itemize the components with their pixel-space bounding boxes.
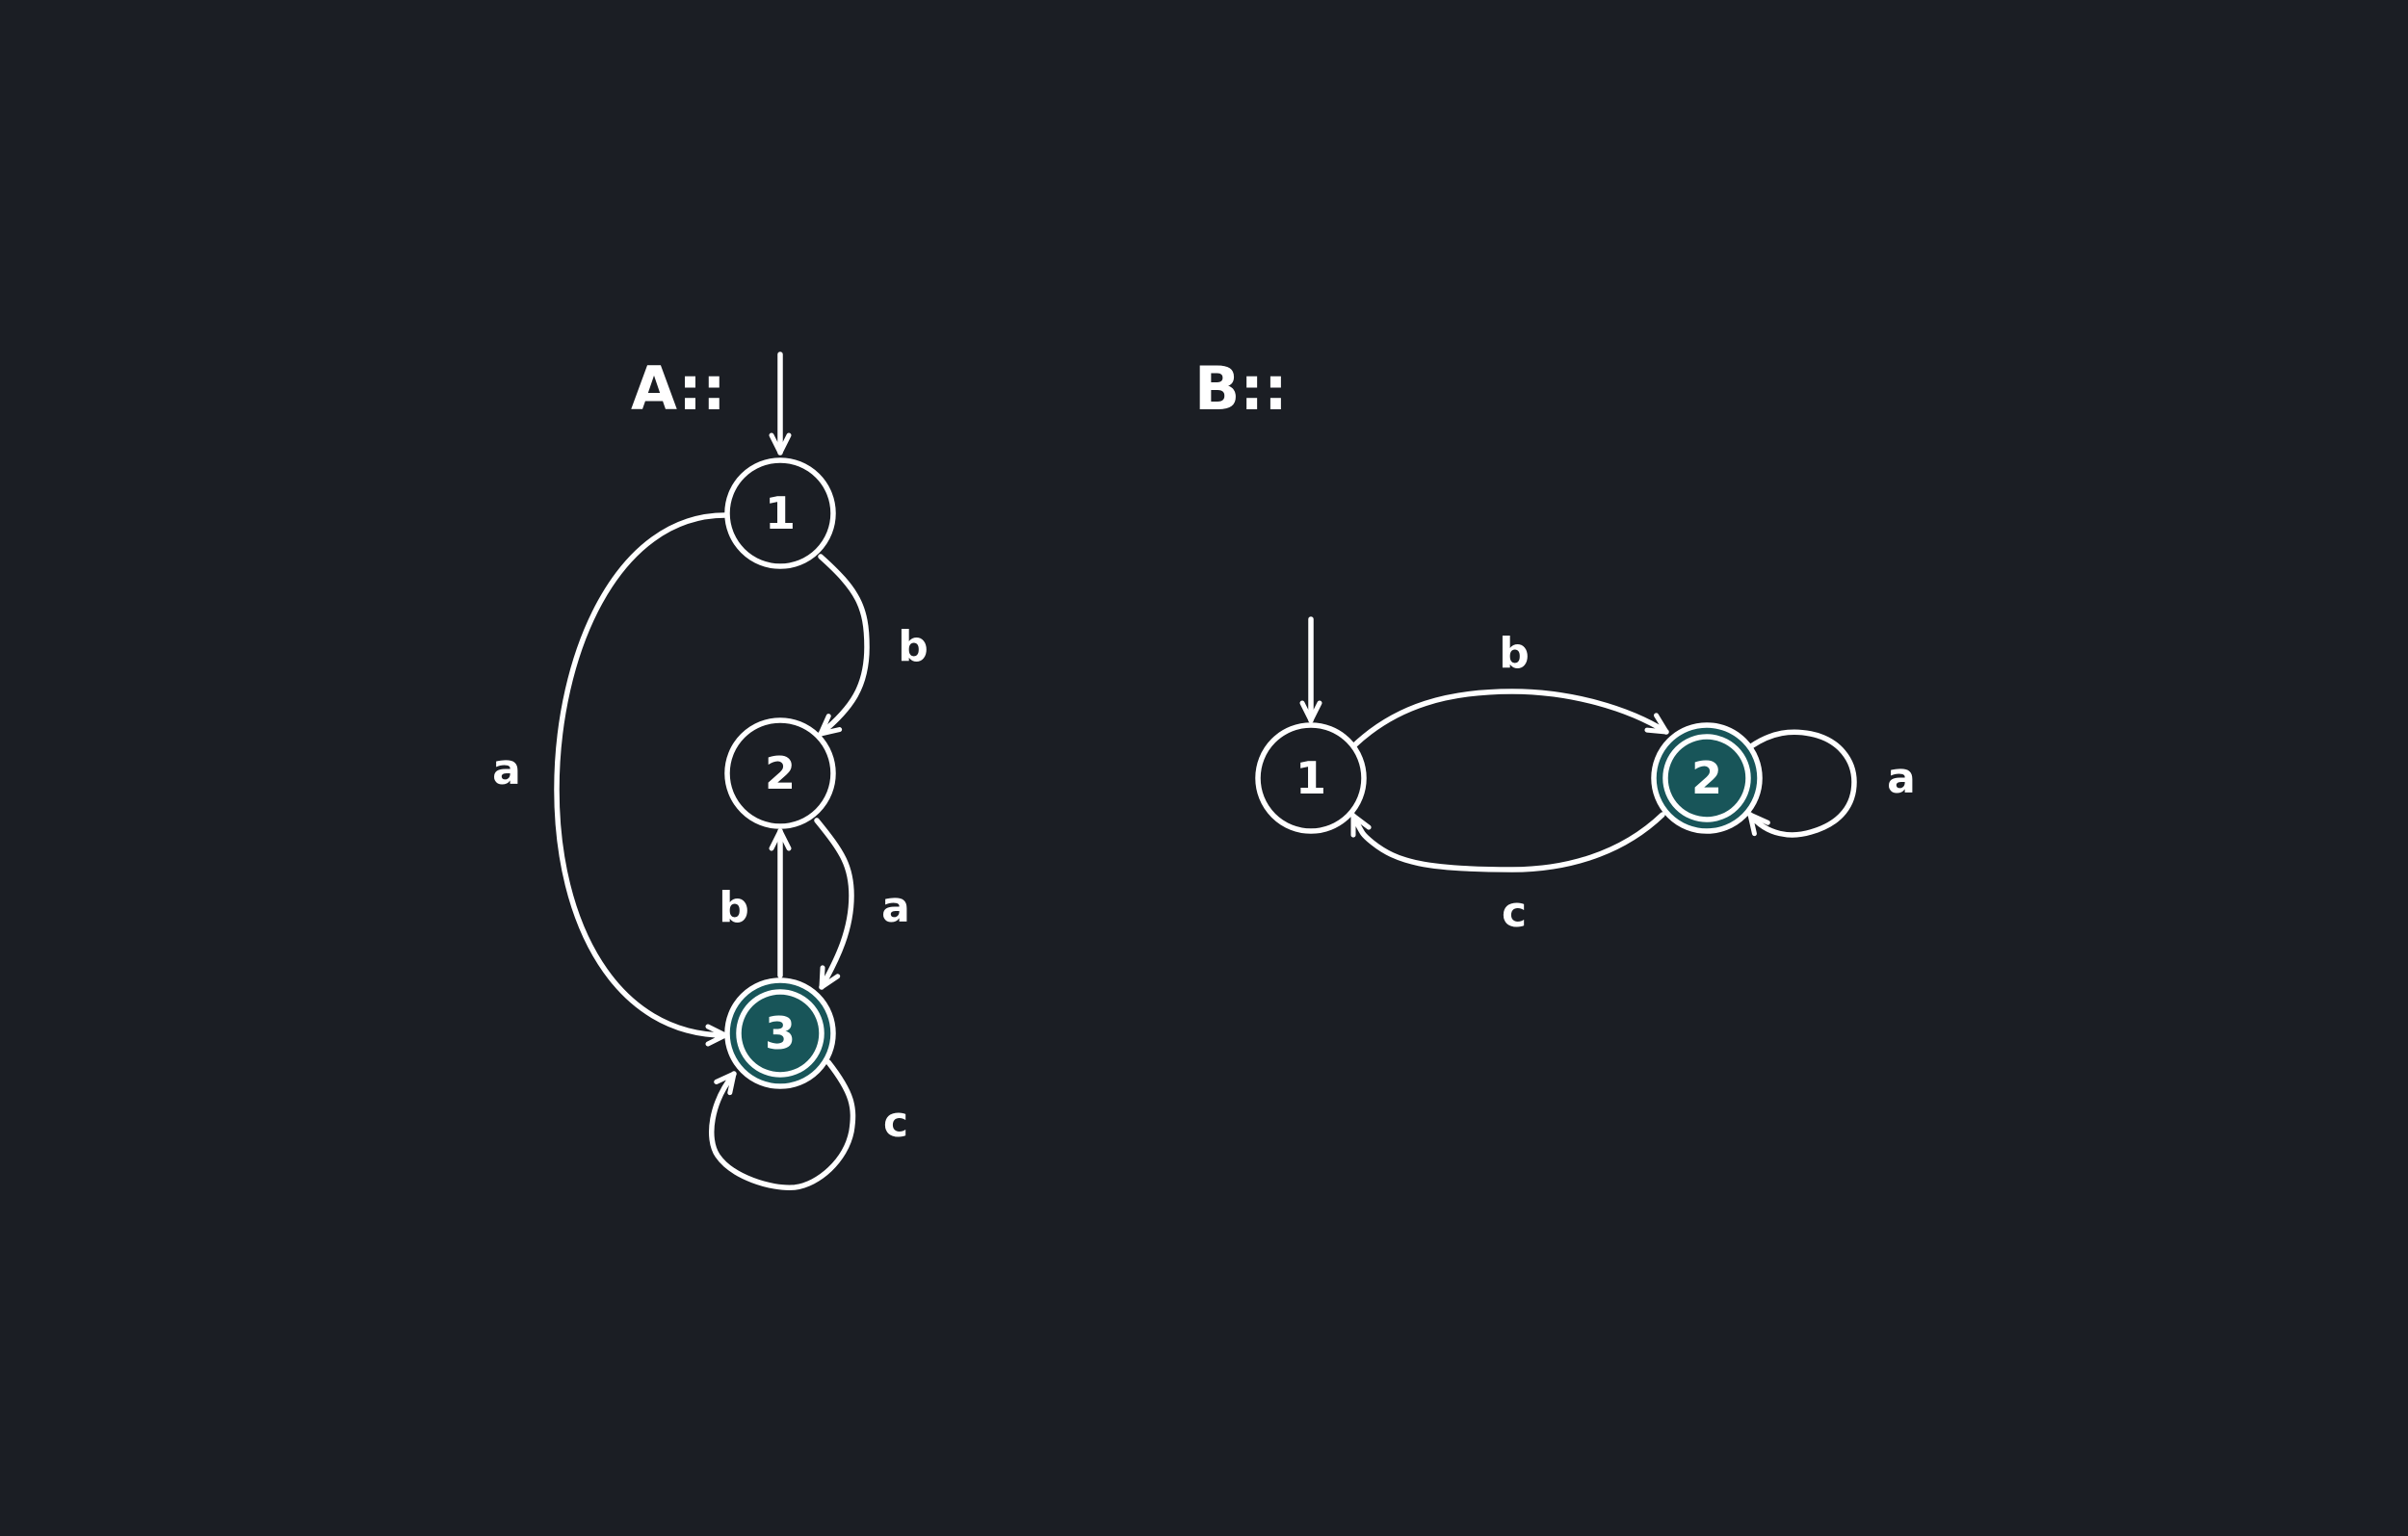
automaton-a-edge-2-3-label: a	[881, 883, 910, 932]
automaton-b: B:: b c a 1 2	[1194, 353, 1916, 937]
automaton-a-state-3-label: 3	[765, 1007, 796, 1059]
automaton-a: A:: a b a b c 1 2 3	[492, 351, 929, 1190]
automaton-a-state-1: 1	[724, 457, 836, 569]
automaton-a-state-2: 2	[724, 717, 836, 829]
automaton-a-edge-3-3	[709, 1059, 856, 1190]
automaton-b-state-2-label: 2	[1691, 752, 1722, 804]
automaton-a-edge-3-2-label: b	[719, 883, 749, 932]
automaton-a-edge-1-3	[554, 512, 728, 1047]
automaton-b-title: B::	[1194, 353, 1288, 424]
automaton-a-title: A::	[631, 353, 726, 424]
automaton-a-edge-2-3	[814, 818, 854, 990]
automaton-b-state-1-label: 1	[1296, 752, 1326, 804]
automaton-b-edge-2-2	[1747, 729, 1857, 838]
automaton-a-edge-1-2	[818, 554, 870, 737]
automaton-a-state-1-label: 1	[765, 487, 796, 539]
automaton-b-state-2-accepting: 2	[1651, 722, 1763, 834]
automaton-b-edge-2-1	[1350, 812, 1665, 872]
automaton-a-state-2-label: 2	[765, 747, 796, 799]
automaton-b-edge-1-2-label: b	[1499, 629, 1530, 678]
automaton-b-edge-2-1-label: c	[1502, 888, 1527, 937]
automaton-a-state-3-accepting: 3	[724, 977, 836, 1089]
automaton-b-edge-1-2	[1350, 689, 1669, 749]
automaton-b-state-1: 1	[1255, 722, 1367, 834]
automaton-a-edge-1-3-label: a	[492, 745, 521, 794]
automaton-a-edge-3-3-label: c	[883, 1098, 908, 1147]
automaton-b-edge-2-2-label: a	[1887, 754, 1916, 803]
automaton-a-edge-1-2-label: b	[898, 622, 929, 671]
